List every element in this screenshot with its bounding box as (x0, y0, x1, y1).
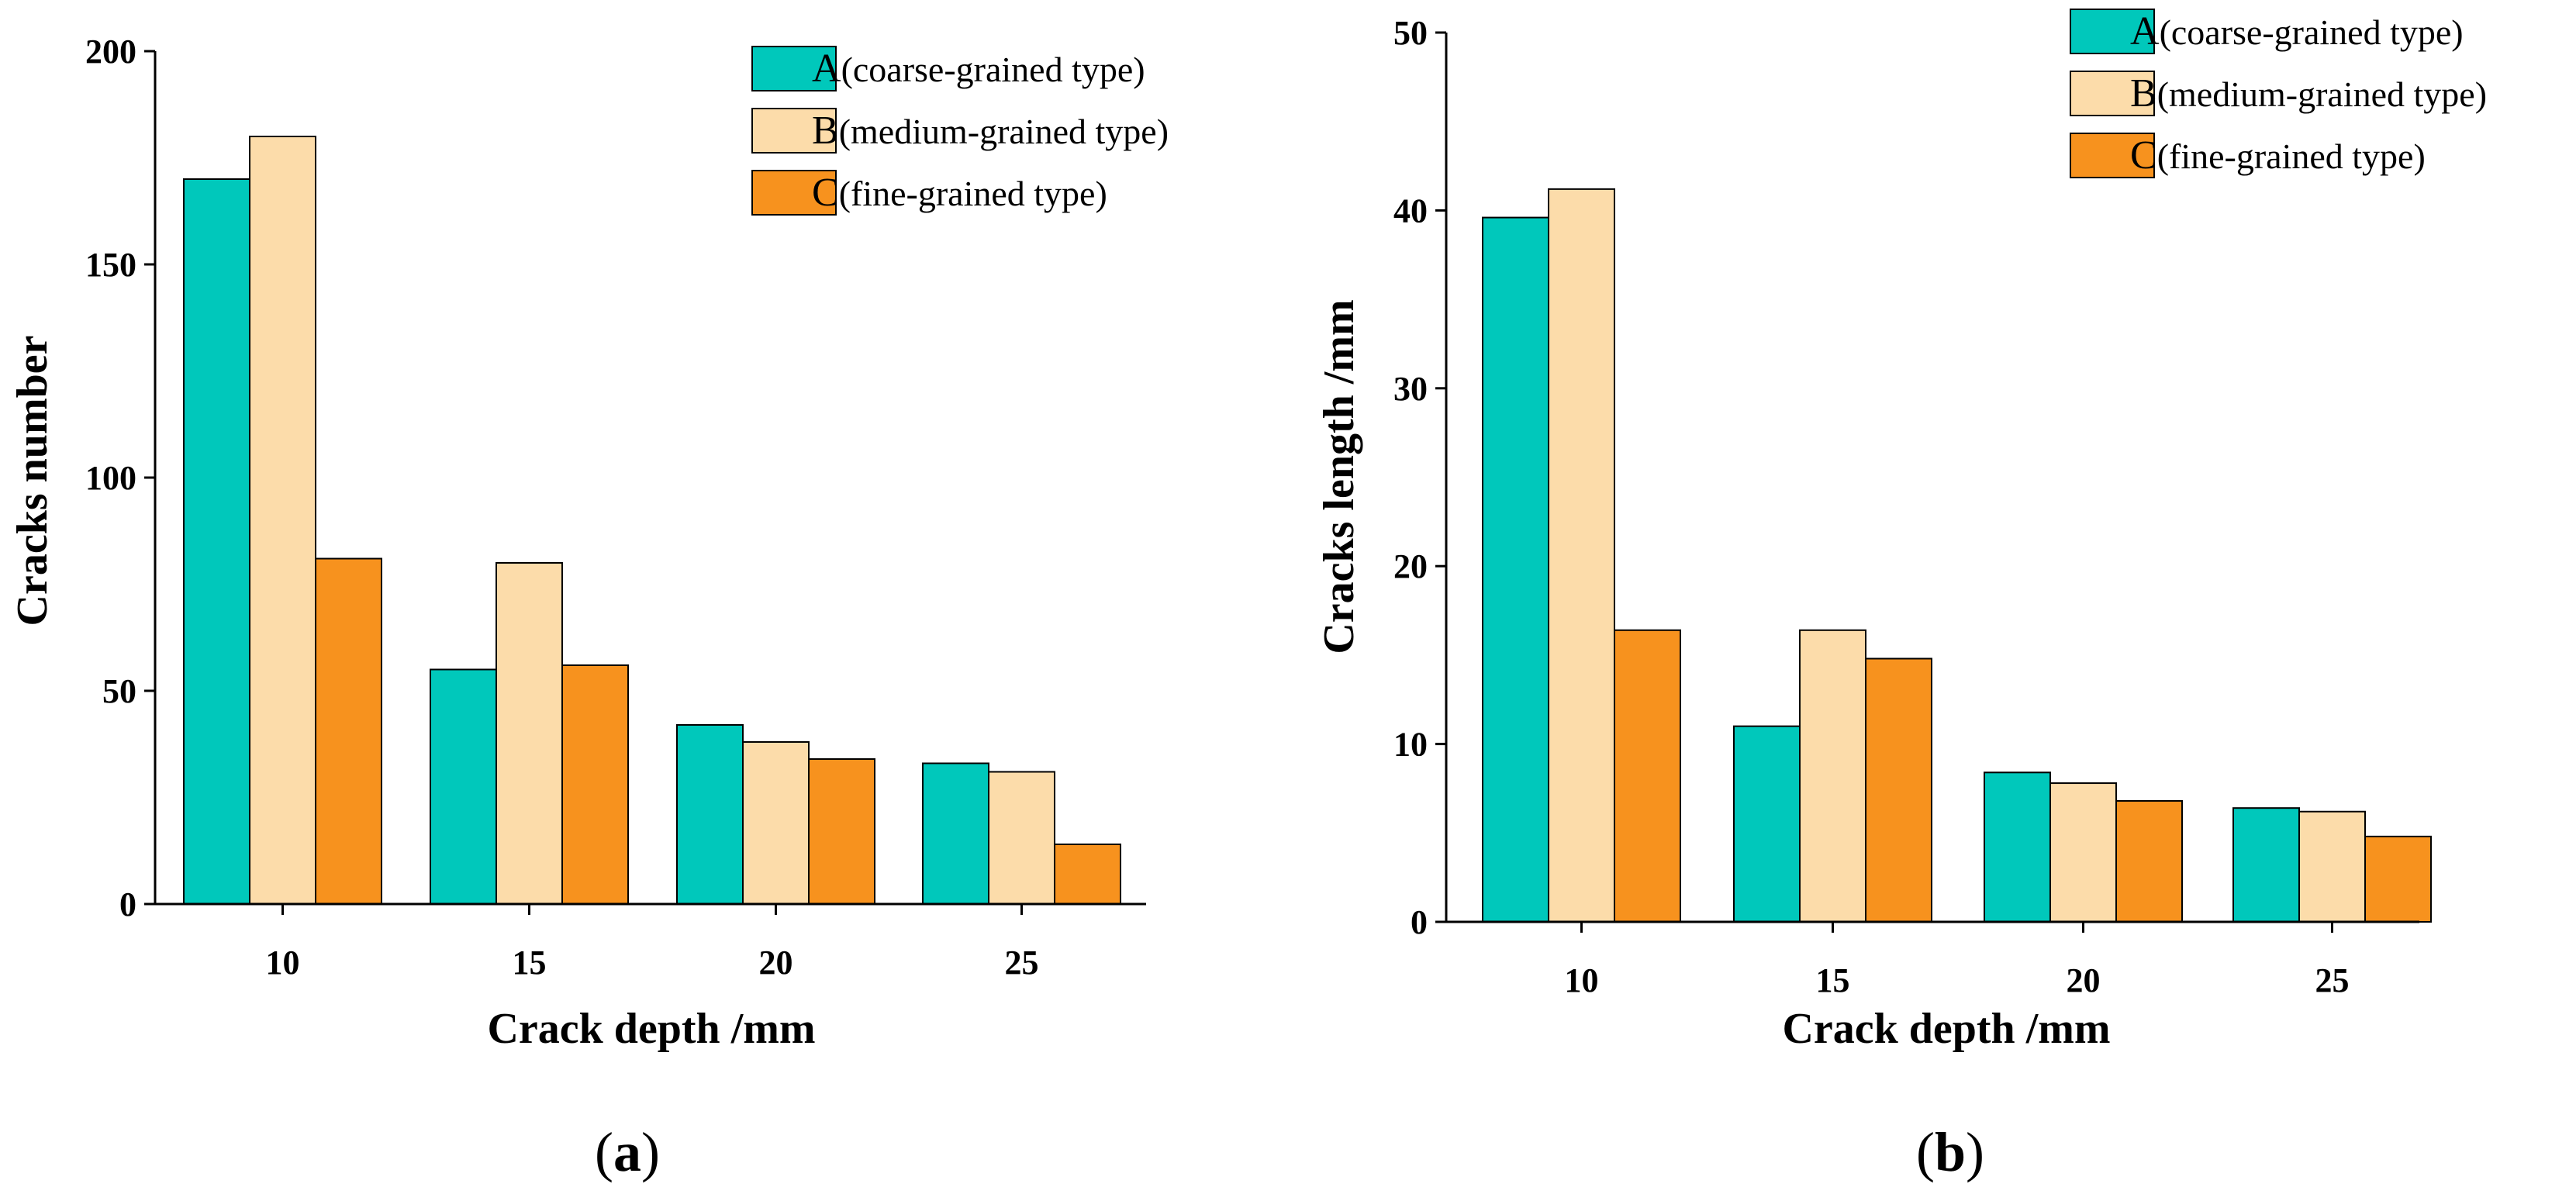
x-tick-label: 15 (513, 944, 547, 982)
y-tick-label: 40 (1393, 192, 1428, 229)
legend-letter: A (812, 47, 841, 91)
legend-entry-B: B(medium-grained type) (812, 109, 1169, 153)
bar-C-20 (2115, 800, 2183, 923)
panel-label-close: ) (641, 1121, 660, 1183)
legend-letter: B (2130, 71, 2157, 116)
legend-description: (fine-grained type) (839, 174, 1107, 213)
y-tick-label: 30 (1393, 370, 1428, 408)
bar-A-10 (1482, 216, 1549, 923)
legend-entry-C: C(fine-grained type) (812, 171, 1107, 215)
legend: A(coarse-grained type)B(medium-grained t… (2070, 9, 2487, 178)
x-tick-label: 20 (2067, 961, 2101, 999)
bar-B-15 (496, 562, 563, 905)
legend-swatch-A (751, 46, 837, 91)
bar-A-15 (430, 668, 497, 905)
bar-C-15 (1865, 657, 1932, 923)
panel-label-open: ( (595, 1121, 613, 1183)
y-tick-label: 10 (1393, 726, 1428, 764)
legend-description: (coarse-grained type) (841, 50, 1145, 89)
x-tick-label: 20 (759, 944, 793, 982)
y-tick-label: 150 (85, 246, 136, 284)
bar-A-15 (1733, 725, 1801, 923)
bar-B-25 (988, 771, 1055, 905)
x-tick-label: 10 (266, 944, 300, 982)
legend-swatch-C (751, 170, 837, 216)
bar-B-10 (1548, 188, 1615, 923)
legend-swatch-C (2070, 133, 2155, 178)
bar-A-25 (922, 762, 989, 905)
legend-description: (fine-grained type) (2157, 136, 2426, 176)
bar-C-20 (808, 758, 875, 905)
legend-entry-C: C(fine-grained type) (2130, 133, 2426, 178)
panel-label: (a) (595, 1121, 660, 1183)
legend-description: (coarse-grained type) (2160, 12, 2464, 52)
x-tick-label: 10 (1565, 961, 1599, 999)
chart-panel-a: 0 50 100 150 200 10 15 20 25 Crack depth /mm Crack… (9, 33, 1169, 1183)
bar-C-25 (1054, 844, 1121, 905)
y-tick-label: 0 (1411, 903, 1428, 941)
bar-B-25 (2298, 810, 2366, 923)
legend-entry-B: B(medium-grained type) (2130, 71, 2487, 116)
y-tick-label: 50 (1393, 14, 1428, 52)
panel-label-letter: a (613, 1121, 641, 1183)
legend-description: (medium-grained type) (2157, 74, 2487, 114)
bar-C-10 (1614, 629, 1681, 923)
bar-A-10 (183, 178, 250, 905)
bar-B-20 (2049, 782, 2117, 923)
y-tick-label: 100 (85, 459, 136, 497)
y-axis-label: Cracks number (9, 336, 57, 626)
legend-entry-A: A(coarse-grained type) (2130, 9, 2464, 53)
bar-A-25 (2232, 807, 2300, 923)
legend-letter: C (2130, 133, 2157, 178)
x-axis-label: Crack depth /mm (1782, 1005, 2110, 1053)
bar-A-20 (1984, 771, 2051, 923)
legend-letter: A (2130, 9, 2160, 53)
bar-B-15 (1799, 629, 1866, 923)
x-tick-label: 15 (1816, 961, 1850, 999)
bar-B-20 (742, 741, 810, 905)
y-tick-label: 0 (119, 885, 136, 923)
y-tick-label: 50 (102, 672, 136, 710)
legend-letter: C (812, 171, 839, 215)
y-tick-label: 200 (85, 33, 136, 71)
legend: A(coarse-grained type)B(medium-grained t… (751, 46, 1169, 216)
panel-label: (b) (1916, 1121, 1984, 1183)
legend-description: (medium-grained type) (839, 112, 1169, 151)
bar-C-10 (315, 557, 382, 905)
panel-label-letter: b (1935, 1121, 1966, 1183)
bar-C-15 (561, 664, 629, 905)
x-axis-label: Crack depth /mm (487, 1005, 815, 1053)
legend-swatch-B (2070, 71, 2155, 116)
panel-label-open: ( (1916, 1121, 1935, 1183)
x-tick-label: 25 (2315, 961, 2350, 999)
panel-label-close: ) (1966, 1121, 1984, 1183)
x-tick-label: 25 (1005, 944, 1039, 982)
legend-entry-A: A(coarse-grained type) (812, 47, 1145, 91)
chart-panel-b: 0 10 20 30 40 50 10 15 20 25 Crack depth /mm Cracks… (1315, 9, 2487, 1183)
bar-A-20 (676, 724, 744, 905)
bar-C-25 (2364, 835, 2432, 923)
y-tick-label: 20 (1393, 547, 1428, 585)
legend-swatch-B (751, 108, 837, 154)
bar-B-10 (249, 136, 316, 905)
y-axis-label: Cracks length /mm (1315, 299, 1363, 654)
legend-letter: B (812, 109, 839, 153)
legend-swatch-A (2070, 9, 2155, 54)
